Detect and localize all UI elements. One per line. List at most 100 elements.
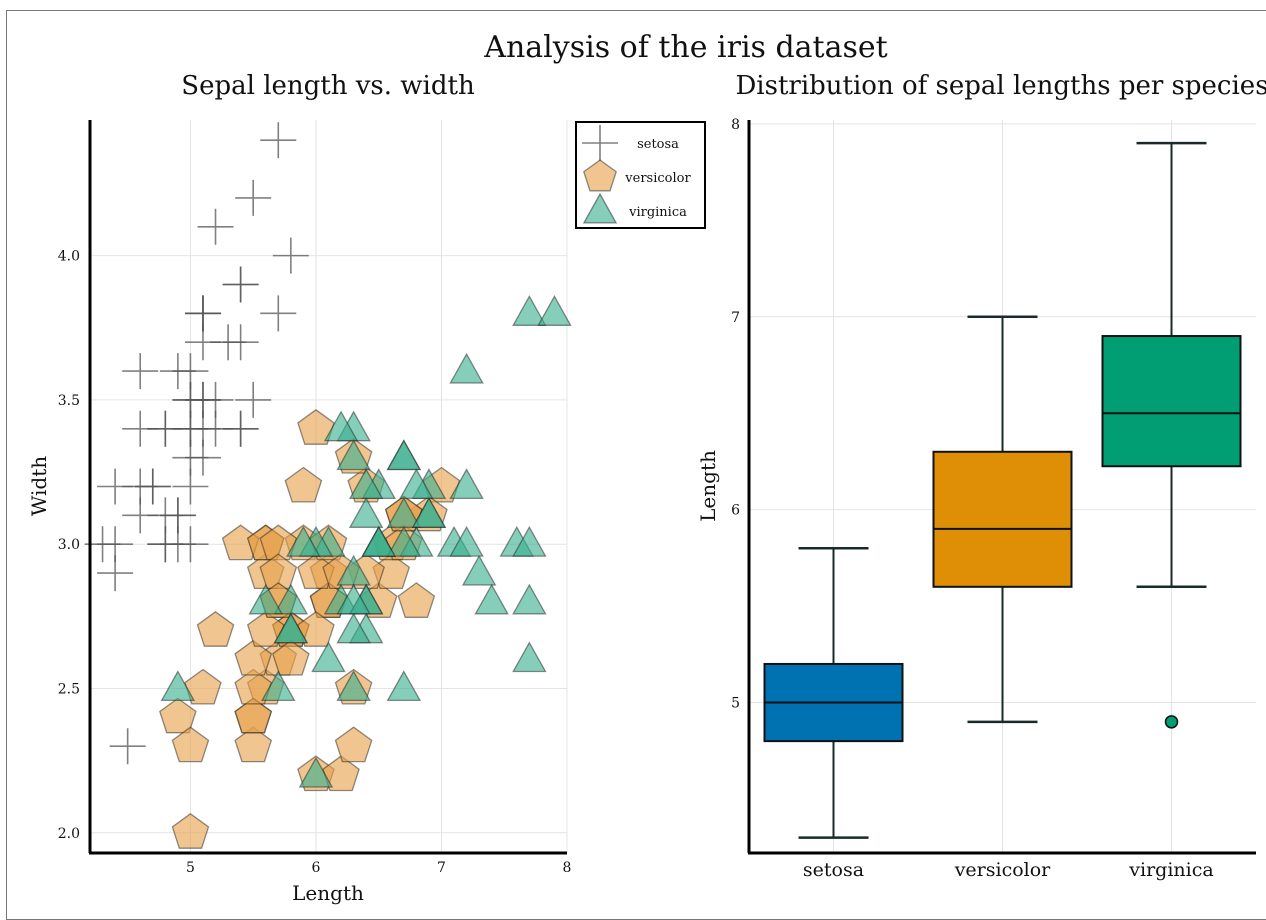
box-virginica <box>1101 141 1242 729</box>
box-versicolor <box>932 315 1073 724</box>
iqr-box <box>1101 335 1242 468</box>
figure-title: Analysis of the iris dataset <box>483 30 887 65</box>
legend-label-versicolor: versicolor <box>624 171 691 186</box>
virginica-point <box>386 439 422 471</box>
setosa-point <box>172 381 209 418</box>
virginica-point <box>512 525 547 557</box>
versicolor-point <box>322 755 360 792</box>
box-y-tick-label: 5 <box>731 696 740 712</box>
scatter-title: Sepal length vs. width <box>181 71 475 101</box>
scatter-x-tick-label: 7 <box>437 860 446 876</box>
virginica-point <box>273 612 309 644</box>
setosa-point <box>147 526 184 563</box>
setosa-point <box>272 237 309 274</box>
setosa-point <box>235 381 272 418</box>
virginica-point <box>361 525 397 557</box>
virginica-point <box>260 670 296 702</box>
scatter-points <box>84 122 572 849</box>
virginica-point <box>348 497 384 528</box>
versicolor-point <box>234 639 273 676</box>
outlier-point <box>1164 715 1179 729</box>
legend-marker-setosa <box>582 125 618 161</box>
virginica-point <box>386 670 422 702</box>
versicolor-point <box>272 639 310 676</box>
virginica-point <box>336 583 371 615</box>
virginica-point <box>512 583 547 615</box>
virginica-point <box>248 583 284 615</box>
virginica-point <box>449 525 484 557</box>
setosa-point <box>122 468 159 505</box>
scatter-x-label: Length <box>292 881 364 905</box>
legend-label-virginica: virginica <box>628 205 687 220</box>
box-y-tick-label: 7 <box>731 310 740 326</box>
box-x-tick-label: versicolor <box>954 859 1051 881</box>
versicolor-point <box>297 610 335 647</box>
versicolor-point <box>234 726 273 763</box>
virginica-point <box>160 670 196 702</box>
setosa-point <box>184 295 221 332</box>
versicolor-point <box>246 610 285 647</box>
setosa-point <box>109 728 146 765</box>
virginica-point <box>336 612 371 644</box>
legend-marker-versicolor <box>583 159 617 192</box>
versicolor-point <box>397 582 436 618</box>
scatter-y-tick-label: 3.0 <box>58 537 80 553</box>
setosa-point <box>159 497 196 534</box>
virginica-point <box>336 439 371 471</box>
versicolor-point <box>171 812 210 849</box>
setosa-point <box>260 295 297 332</box>
versicolor-point <box>334 726 373 763</box>
setosa-point <box>97 526 134 563</box>
versicolor-point <box>234 697 273 734</box>
setosa-point <box>159 353 196 390</box>
scatter-y-tick-label: 4.0 <box>58 249 80 265</box>
scatter-y-tick-label: 2.0 <box>58 826 80 842</box>
virginica-point <box>461 554 497 586</box>
box-elements <box>763 141 1242 839</box>
virginica-point <box>512 295 547 326</box>
scatter-tick-labels: 5 6 7 8 2.0 2.5 3.0 3.5 4.0 <box>58 249 572 876</box>
virginica-point <box>399 468 434 500</box>
scatter-y-label: Width <box>27 456 51 516</box>
box-setosa <box>763 546 904 839</box>
versicolor-point <box>284 466 323 503</box>
virginica-point <box>336 670 371 702</box>
setosa-point <box>222 266 259 303</box>
box-y-tick-label: 8 <box>731 117 740 133</box>
scatter-y-tick-label: 3.5 <box>58 393 80 409</box>
scatter-x-tick-label: 5 <box>186 860 195 876</box>
virginica-point <box>286 525 321 557</box>
virginica-point <box>323 410 359 442</box>
versicolor-point <box>196 610 235 647</box>
box-tick-labels: setosa versicolor virginica 5 6 7 8 <box>731 117 1214 881</box>
scatter-x-tick-label: 6 <box>311 860 320 876</box>
setosa-point <box>210 324 247 361</box>
scatter-chart: 5 6 7 8 2.0 2.5 3.0 3.5 4.0 Sepal length vs. wid… <box>27 71 706 905</box>
virginica-point <box>512 641 547 673</box>
versicolor-point <box>171 726 210 763</box>
setosa-point <box>184 410 221 447</box>
scatter-y-tick-label: 2.5 <box>58 682 80 698</box>
setosa-point <box>235 179 272 216</box>
box-chart: setosa versicolor virginica 5 6 7 8 Distributi… <box>696 71 1266 881</box>
scatter-legend: setosa versicolor virginica <box>575 121 706 229</box>
virginica-point <box>386 525 422 557</box>
virginica-point <box>474 583 509 615</box>
virginica-point <box>449 468 484 500</box>
setosa-point <box>122 353 159 390</box>
virginica-point <box>449 352 484 384</box>
scatter-grid <box>90 120 568 853</box>
box-title: Distribution of sepal lengths per specie… <box>735 71 1266 101</box>
legend-label-setosa: setosa <box>637 137 679 152</box>
versicolor-point <box>297 408 335 445</box>
virginica-point <box>537 295 572 326</box>
setosa-point <box>197 208 234 245</box>
scatter-x-tick-label: 8 <box>563 860 572 876</box>
legend-marker-virginica <box>582 192 618 224</box>
virginica-point <box>298 756 334 788</box>
setosa-point <box>172 439 209 476</box>
series-virginica <box>160 295 572 788</box>
box-x-tick-label: setosa <box>803 859 864 881</box>
versicolor-point <box>184 668 222 705</box>
